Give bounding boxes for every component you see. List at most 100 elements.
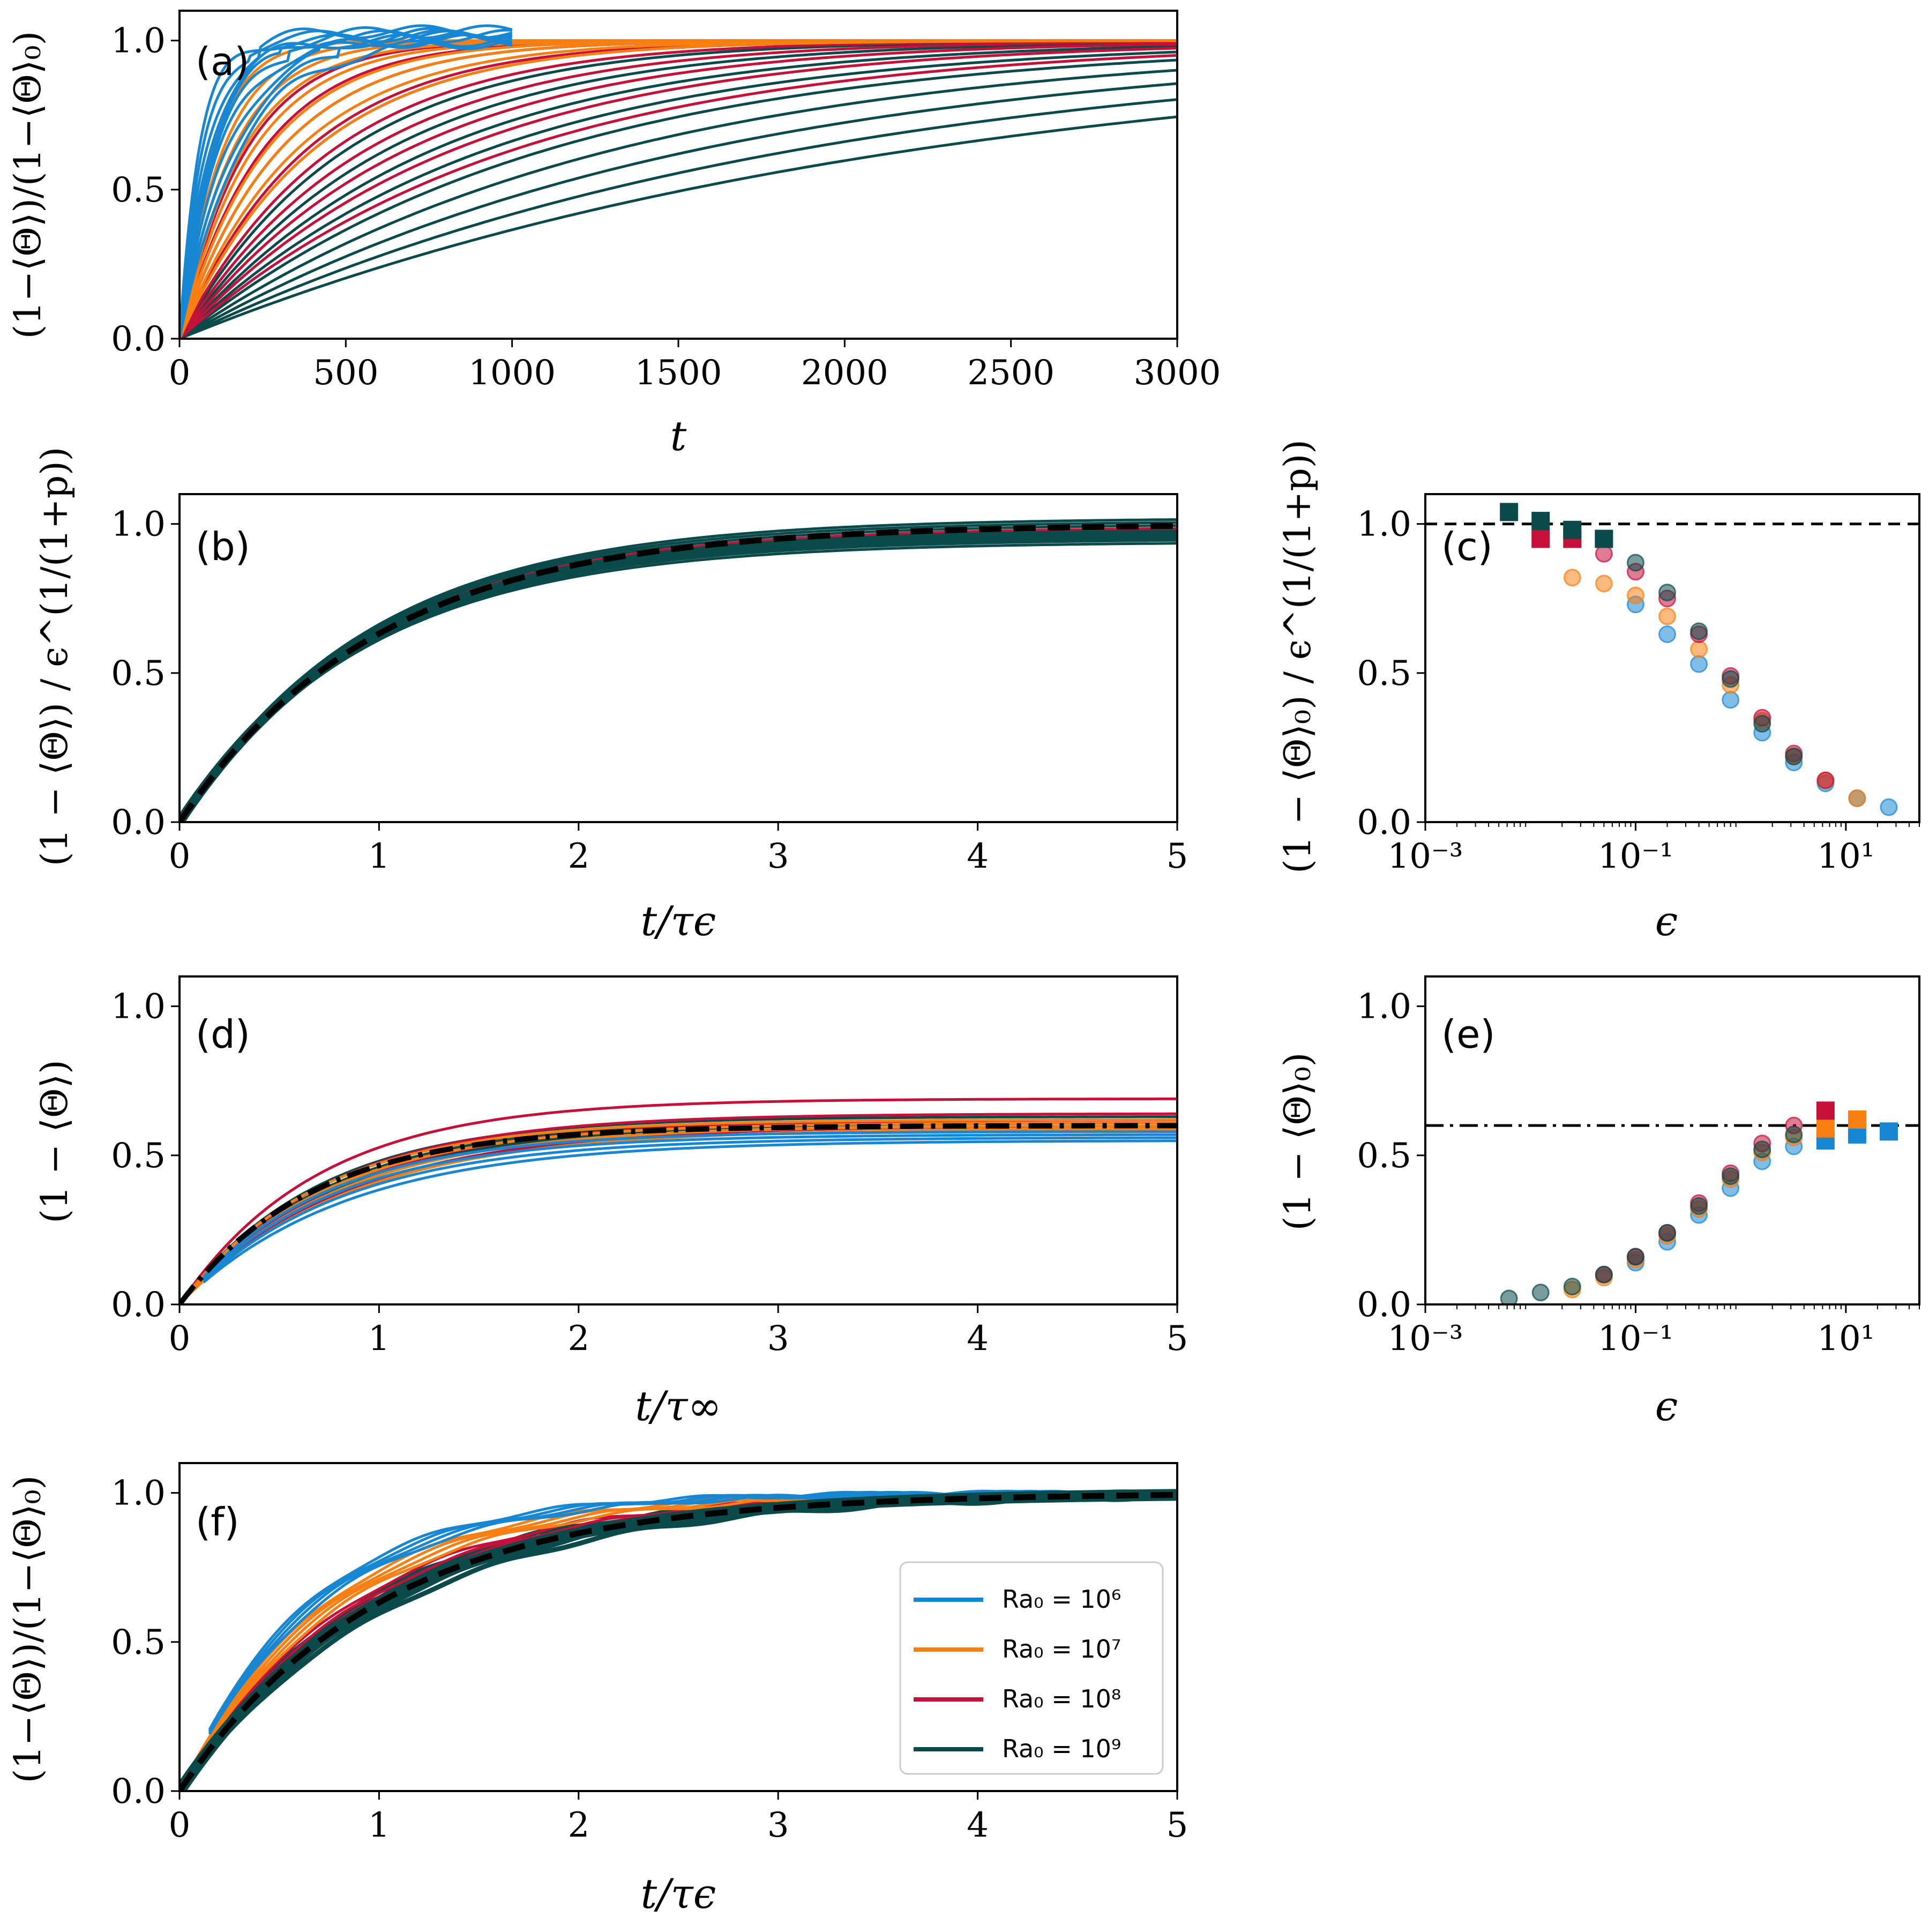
point-circle-Ra9 bbox=[1722, 670, 1740, 688]
point-circle-Ra9 bbox=[1658, 1224, 1676, 1242]
x-tick-label: 10⁻¹ bbox=[1598, 837, 1673, 876]
axes-frame-e bbox=[1424, 975, 1920, 1306]
curve-d-Ra9 bbox=[180, 1115, 1177, 1304]
plot-a: 0 500 1000 1500 2000 2500 3000 0.0 0.5 1.0 bbox=[111, 10, 1221, 393]
panel-label-b: (b) bbox=[196, 524, 250, 569]
y-tick-label: 0.0 bbox=[1357, 1285, 1411, 1325]
x-tick-label: 1500 bbox=[635, 353, 722, 393]
curve-a-Ra8 bbox=[180, 40, 1177, 339]
panel-e: 10⁻³ 10⁻¹ 10¹ 0.0 0.5 1.0 (e) ϵ (1 − ⟨Θ⟩₀) bbox=[1277, 975, 1920, 1430]
y-tick-label: 1.0 bbox=[1357, 987, 1411, 1027]
curve-a-Ra9 bbox=[180, 115, 1177, 339]
x-tick-label: 2500 bbox=[967, 353, 1055, 393]
curve-a-Ra7 bbox=[180, 39, 1177, 339]
x-axis-label-b: t/τϵ bbox=[641, 897, 716, 945]
axes-frame-a bbox=[178, 10, 1178, 340]
point-circle-Ra9 bbox=[1563, 1278, 1581, 1296]
curve-b bbox=[180, 521, 1177, 822]
point-square-Ra8 bbox=[1531, 529, 1550, 548]
curve-b bbox=[180, 518, 1177, 822]
point-square-Ra9 bbox=[1500, 503, 1519, 521]
panel-f: 0 1 2 3 4 5 0.0 0.5 1.0 (f) t/τϵ (1−⟨Θ⟩)/(1−⟨Θ⟩₀… bbox=[7, 1462, 1188, 1918]
panel-b: 0 1 2 3 4 5 0.0 0.5 1.0 (b) t/τϵ (1 − ⟨Θ⟩) / ϵ^(… bbox=[34, 447, 1188, 945]
x-axis-label-a: t bbox=[670, 412, 687, 460]
point-circle-Ra8 bbox=[1816, 771, 1835, 789]
series-layer-d bbox=[180, 1097, 1177, 1304]
point-circle-Ra8 bbox=[1595, 544, 1613, 563]
curve-d-Ra8 bbox=[180, 1097, 1177, 1304]
x-tick-label: 4 bbox=[967, 837, 989, 876]
series-layer-b bbox=[180, 518, 1177, 822]
x-tick-label: 0 bbox=[169, 1319, 191, 1359]
curve-a-Ra9 bbox=[180, 58, 1177, 339]
x-axis-label-e: ϵ bbox=[1655, 1382, 1678, 1430]
y-tick-label: 0.5 bbox=[111, 1136, 166, 1176]
point-square-Ra8 bbox=[1816, 1101, 1835, 1120]
x-tick-label: 1 bbox=[368, 837, 390, 876]
point-square-Ra6 bbox=[1879, 1122, 1898, 1141]
panel-d: 0 1 2 3 4 5 0.0 0.5 1.0 (d) t/τ∞ (1 − ⟨Θ⟩) bbox=[34, 975, 1188, 1430]
panel-label-d: (d) bbox=[196, 1012, 250, 1057]
point-circle-Ra9 bbox=[1690, 1197, 1708, 1215]
y-tick-label: 0.0 bbox=[111, 1285, 166, 1325]
reference-curve-b bbox=[180, 523, 1177, 822]
x-tick-label: 500 bbox=[313, 353, 378, 393]
curve-a-Ra6 bbox=[180, 37, 513, 339]
point-circle-Ra6 bbox=[1658, 625, 1676, 643]
x-tick-label: 0 bbox=[169, 353, 191, 393]
y-axis-label-c: (1 − ⟨Θ⟩₀) / ϵ^(1/(1+p)) bbox=[1277, 439, 1319, 874]
x-tick-label: 3000 bbox=[1134, 353, 1221, 393]
curve-d-Ra6 bbox=[202, 1133, 1177, 1280]
legend: Ra₀ = 10⁶ Ra₀ = 10⁷ Ra₀ = 10⁸ Ra₀ = 10⁹ bbox=[899, 1561, 1164, 1775]
axes-frame-b bbox=[178, 493, 1178, 823]
y-axis-label-d: (1 − ⟨Θ⟩) bbox=[34, 1060, 76, 1223]
plot-area-f bbox=[180, 1489, 1177, 1791]
x-tick-label: 10⁻³ bbox=[1388, 1319, 1463, 1359]
curve-a-Ra9 bbox=[180, 98, 1177, 339]
curve-a-Ra9 bbox=[180, 82, 1177, 339]
curve-a-Ra9 bbox=[180, 41, 1177, 339]
legend-frame bbox=[899, 1561, 1164, 1775]
x-tick-label: 10¹ bbox=[1817, 837, 1874, 876]
panel-label-c: (c) bbox=[1441, 524, 1493, 569]
point-circle-Ra9 bbox=[1531, 1284, 1550, 1302]
point-circle-Ra9 bbox=[1658, 584, 1676, 602]
curve-d-Ra6 bbox=[202, 1130, 1177, 1278]
legend-label-ra8: Ra₀ = 10⁸ bbox=[1002, 1684, 1121, 1713]
x-tick-label: 5 bbox=[1167, 837, 1188, 876]
x-tick-label: 1 bbox=[368, 1806, 390, 1845]
axes-frame-f bbox=[178, 1462, 1178, 1792]
x-tick-label: 2 bbox=[567, 1806, 589, 1845]
point-circle-Ra7 bbox=[1595, 575, 1613, 593]
point-circle-Ra7 bbox=[1690, 640, 1708, 658]
x-tick-label: 10⁻¹ bbox=[1598, 1319, 1673, 1359]
y-tick-label: 1.0 bbox=[111, 987, 166, 1027]
point-circle-Ra6 bbox=[1880, 798, 1898, 816]
point-circle-Ra9 bbox=[1500, 1289, 1518, 1304]
y-tick-label: 0.5 bbox=[111, 1623, 166, 1662]
plot-area-d bbox=[180, 1097, 1177, 1304]
y-tick-label: 1.0 bbox=[111, 505, 166, 544]
panel-label-a: (a) bbox=[196, 39, 249, 84]
curve-d-Ra7 bbox=[180, 1118, 1177, 1304]
y-tick-label: 0.5 bbox=[1357, 654, 1411, 693]
curve-b-band bbox=[180, 529, 1177, 822]
x-tick-label: 3 bbox=[767, 1806, 789, 1845]
y-tick-label: 0.0 bbox=[111, 1772, 166, 1811]
point-circle-Ra9 bbox=[1690, 622, 1708, 640]
legend-label-ra7: Ra₀ = 10⁷ bbox=[1002, 1635, 1121, 1664]
curve-a-Ra8 bbox=[180, 47, 1177, 339]
curve-a-Ra8 bbox=[180, 54, 1177, 339]
plot-area-b bbox=[180, 518, 1177, 822]
curve-a-Ra9 bbox=[180, 44, 1177, 339]
y-tick-label: 0.0 bbox=[1357, 803, 1411, 842]
x-tick-label: 5 bbox=[1167, 1806, 1188, 1845]
x-tick-label: 4 bbox=[967, 1806, 989, 1845]
point-square-Ra7 bbox=[1816, 1119, 1835, 1138]
y-tick-label: 0.5 bbox=[111, 170, 166, 210]
reference-curve-f bbox=[180, 1491, 1177, 1791]
point-circle-Ra7 bbox=[1658, 607, 1676, 625]
plot-area-a bbox=[180, 24, 1177, 339]
plot-b: 0 1 2 3 4 5 0.0 0.5 1.0 bbox=[111, 493, 1188, 876]
